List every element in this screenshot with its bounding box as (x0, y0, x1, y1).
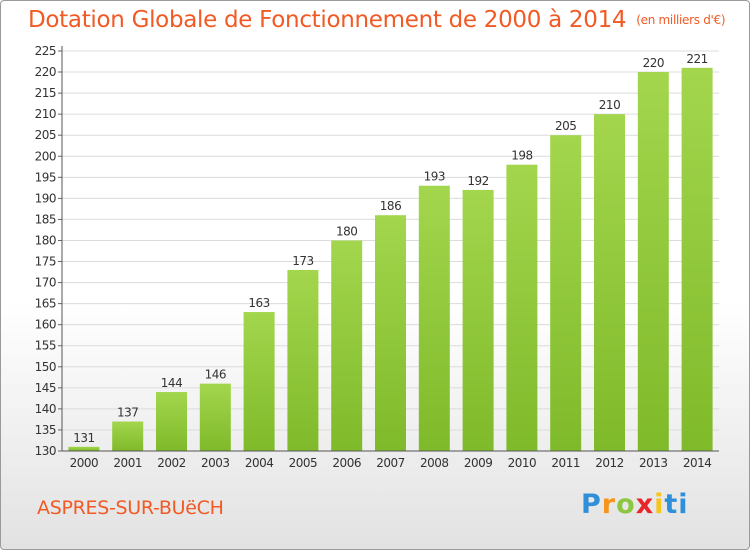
data-label: 186 (380, 199, 401, 213)
x-tick-label: 2003 (201, 456, 230, 470)
data-label: 144 (161, 376, 182, 390)
y-tick-label: 210 (35, 107, 56, 121)
bar-2001 (112, 421, 144, 451)
y-tick-label: 130 (35, 444, 56, 458)
data-labels: 131 137 144 146 163 173 180 186 193 192 198 205 210 2… (73, 52, 708, 445)
data-label: 192 (467, 174, 488, 188)
data-label: 205 (555, 119, 576, 133)
x-tick-label: 2004 (245, 456, 274, 470)
x-tick-label: 2005 (289, 456, 318, 470)
y-axis-ticks: 130 135 140 145 150 155 160 165 170 175 180 185 190 1… (35, 44, 62, 458)
bar-2009 (462, 189, 494, 451)
y-tick-label: 215 (35, 86, 56, 100)
logo-letter: i (654, 489, 665, 520)
data-label: 198 (511, 149, 532, 163)
data-label: 137 (117, 406, 138, 420)
x-tick-label: 2008 (420, 456, 449, 470)
x-tick-label: 2002 (157, 456, 186, 470)
data-label: 210 (599, 98, 620, 112)
y-tick-label: 195 (35, 170, 56, 184)
y-tick-label: 170 (35, 276, 56, 290)
bar-2012 (594, 114, 625, 451)
bar-2005 (287, 269, 319, 451)
x-tick-label: 2011 (551, 456, 580, 470)
x-tick-label: 2001 (113, 456, 142, 470)
bar-2013 (637, 72, 669, 451)
y-tick-label: 140 (35, 402, 56, 416)
bar-2008 (418, 185, 450, 451)
chart-title: Dotation Globale de Fonctionnement de 20… (28, 7, 726, 33)
y-tick-label: 225 (35, 44, 56, 58)
bar-2011 (550, 135, 582, 452)
logo-letter: r (601, 489, 617, 520)
bar-2014 (681, 67, 713, 451)
y-tick-label: 175 (35, 255, 56, 269)
logo-letter: i (678, 489, 689, 520)
bar-2006 (331, 240, 363, 451)
data-label: 221 (686, 52, 707, 66)
y-tick-label: 135 (35, 423, 56, 437)
data-label: 173 (292, 254, 313, 268)
x-tick-label: 2009 (464, 456, 493, 470)
y-tick-label: 220 (35, 65, 56, 79)
logo-letter: o (616, 489, 636, 520)
y-tick-label: 190 (35, 191, 56, 205)
bar-2000 (68, 446, 100, 451)
data-label: 131 (73, 431, 94, 445)
y-tick-label: 180 (35, 233, 56, 247)
bar-2002 (156, 392, 187, 451)
data-label: 163 (248, 296, 269, 310)
commune-name: ASPRES-SUR-BUëCH (37, 497, 224, 519)
y-tick-label: 165 (35, 297, 56, 311)
bar-2003 (199, 383, 231, 451)
x-tick-label: 2012 (595, 456, 624, 470)
x-tick-label: 2013 (639, 456, 668, 470)
y-tick-label: 200 (35, 149, 56, 163)
logo-letter: t (664, 489, 679, 520)
data-label: 220 (643, 56, 664, 70)
y-tick-label: 155 (35, 339, 56, 353)
bars (68, 67, 713, 452)
y-tick-label: 185 (35, 212, 56, 226)
axes (61, 46, 719, 452)
x-tick-label: 2007 (376, 456, 405, 470)
x-tick-label: 2014 (683, 456, 712, 470)
data-label: 146 (205, 368, 226, 382)
logo-letter: P (581, 489, 602, 520)
bar-2010 (506, 164, 538, 451)
bar-chart: 130 135 140 145 150 155 160 165 170 175 180 185 190 1… (35, 44, 719, 470)
y-tick-label: 205 (35, 128, 56, 142)
x-axis-ticks: 2000 2001 2002 2003 2004 2005 2006 2007 2008 2009… (70, 456, 712, 470)
chart-subtitle: (en milliers d'€) (636, 13, 726, 27)
x-tick-label: 2010 (508, 456, 537, 470)
title-text: Dotation Globale de Fonctionnement de 20… (28, 7, 627, 33)
y-tick-label: 145 (35, 381, 56, 395)
proxiti-logo: Proxiti (581, 489, 689, 520)
x-tick-label: 2000 (70, 456, 99, 470)
y-tick-label: 150 (35, 360, 56, 374)
bar-2007 (375, 215, 406, 451)
bar-2004 (243, 312, 275, 451)
y-tick-label: 160 (35, 318, 56, 332)
logo-letter: x (635, 489, 655, 520)
x-tick-label: 2006 (332, 456, 361, 470)
data-label: 193 (424, 170, 445, 184)
data-label: 180 (336, 224, 357, 238)
